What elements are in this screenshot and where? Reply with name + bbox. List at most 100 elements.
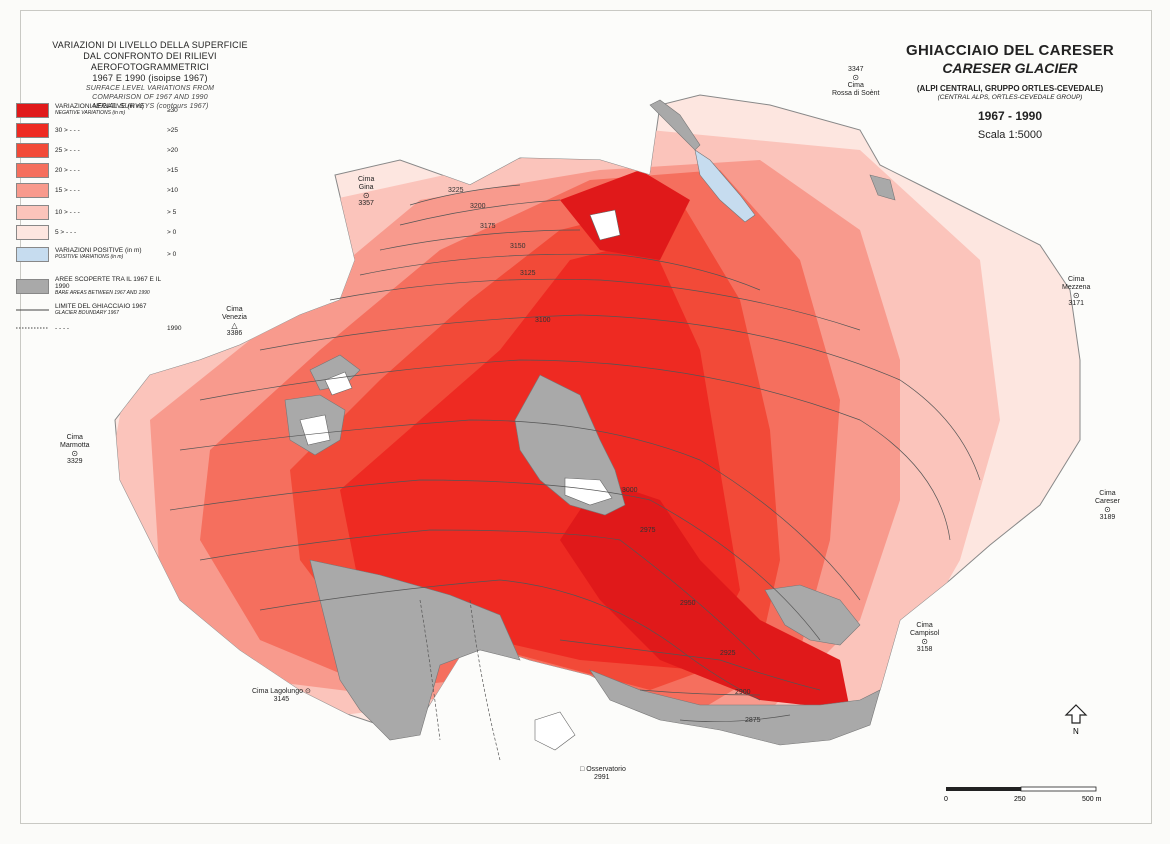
peak-cima-campisol-elevation: 3158 (916, 646, 933, 653)
legend-class-label: VARIAZIONI NEGATIVE (in m) NEGATIVE VARIA… (55, 103, 167, 117)
contour-3200 (399, 199, 561, 226)
triangulation-point-icon: △ (231, 321, 238, 330)
legend-class-value: > 5 (167, 208, 177, 216)
dotted-line-icon (16, 327, 49, 329)
legend-class-subtext: BARE AREAS BETWEEN 1967 AND 1990 (55, 289, 150, 296)
contour-lines (169, 184, 981, 761)
map-title-block: GHIACCIAIO DEL CARESER CARESER GLACIER (… (895, 42, 1125, 141)
legend-class-text: VARIAZIONI NEGATIVE (in m) (55, 103, 144, 110)
peak-cima-venezia-elevation: 3386 (226, 330, 243, 337)
legend-class-row: 25 > - - - >20 (16, 142, 197, 158)
legend-swatch (16, 224, 49, 240)
peak-cima-campisol-label: Cima (916, 622, 933, 629)
peak-cima-mezzena-elevation: 3171 (1068, 300, 1084, 307)
peak-cima-mezzena: Cima Mezzena ⊙ 3171 (1062, 276, 1090, 308)
peak-cima-careser: Cima Careser ⊙ 3189 (1095, 490, 1120, 522)
peak-cima-rossa-elevation: 3347 (847, 66, 864, 73)
peak-cima-rossa-name: Rossa di Soènt (832, 90, 880, 97)
legend-class-label: AREE SCOPERTE TRA IL 1967 E IL 1990 BARE … (55, 276, 167, 297)
observatory: □ Osservatorio 2991 (580, 766, 626, 782)
peak-cima-gina-elevation: 3357 (358, 200, 374, 207)
map-region: (ALPI CENTRALI, GRUPPO ORTLES-CEVEDALE) (916, 84, 1104, 93)
peak-cima-marmotta: Cima Marmotta ⊙ 3329 (60, 434, 90, 466)
legend-boundary-1990-label: - - - - (55, 324, 70, 332)
contour-b (179, 419, 861, 601)
peak-cima-careser-name: Careser (1095, 498, 1120, 505)
legend-class-row: 5 > - - - > 0 (16, 224, 197, 240)
bare-areas (284, 99, 896, 746)
scale-bar-segment-1 (946, 787, 1021, 791)
contour-label-2975: 2975 (640, 527, 656, 534)
outcrop-south (534, 711, 576, 751)
peak-cima-careser-elevation: 3189 (1099, 514, 1116, 521)
peak-cima-careser-label: Cima (1099, 490, 1116, 497)
peak-cima-lagolungo: Cima Lagolungo ⊙ 3145 (252, 688, 311, 704)
map-region-english: (CENTRAL ALPS, ORTLES-CEVEDALE GROUP) (937, 94, 1083, 101)
contour-label-3225: 3225 (448, 187, 464, 194)
contour-3225 (409, 184, 521, 206)
bare-area-southeast (764, 584, 861, 646)
contour-a (199, 359, 951, 541)
contour-3100 (259, 314, 981, 481)
north-label: N (1073, 727, 1079, 736)
legend-boundary-1967-sub: GLACIER BOUNDARY 1967 (55, 310, 119, 316)
legend: VARIAZIONI DI LIVELLO DELLA SUPERFICIE D… (30, 40, 270, 111)
map-period: 1967 - 1990 (977, 109, 1043, 123)
legend-swatch (16, 102, 49, 118)
summit-marker-icon: ⊙ (71, 449, 79, 458)
contour-2975 (199, 529, 761, 661)
legend-class-subtext: NEGATIVE VARIATIONS (in m) (55, 110, 126, 116)
legend-swatch (16, 142, 49, 158)
legend-class-value: >25 (167, 126, 179, 134)
contour-label-3100: 3100 (535, 317, 551, 324)
map-title: GHIACCIAIO DEL CARESER (905, 42, 1114, 59)
contour-3000 (169, 479, 821, 641)
peak-cima-gina-name: Gina (358, 184, 374, 191)
scale-bar: 0 250 500 m (944, 785, 1102, 809)
legend-class-text: 25 > - - - (55, 146, 80, 154)
peak-cima-lagolungo-label: Cima Lagolungo (252, 688, 303, 695)
summit-marker-icon: ⊙ (304, 688, 311, 695)
legend-class-text: VARIAZIONI POSITIVE (in m) (55, 247, 142, 254)
legend-swatch (16, 182, 49, 198)
contour-label-2950: 2950 (680, 600, 696, 607)
scale-tick-500: 500 m (1082, 796, 1102, 803)
legend-title-it-1: VARIAZIONI DI LIVELLO DELLA SUPERFICIE (52, 40, 248, 50)
legend-class-label: VARIAZIONI POSITIVE (in m) POSITIVE VARIA… (55, 247, 167, 261)
legend-class-text: 10 > - - - (55, 208, 80, 216)
legend-class-row: 30 > - - - >25 (16, 122, 197, 138)
contour-2900 (639, 689, 761, 696)
peak-cima-lagolungo-elevation: 3145 (273, 696, 290, 703)
legend-class-value: ≥30 (167, 106, 178, 114)
bare-area-east-rim (869, 174, 896, 201)
contour-label-3200: 3200 (470, 203, 486, 210)
scale-tick-250: 250 (1014, 796, 1026, 803)
solid-line-icon (16, 309, 49, 311)
peak-cima-marmotta-elevation: 3329 (66, 458, 83, 465)
north-arrow: N (1063, 703, 1089, 742)
legend-class-row: 10 > - - - > 5 (16, 204, 197, 220)
contour-vertical-2 (469, 599, 501, 761)
legend-swatch (16, 246, 49, 262)
outcrop-island (324, 371, 353, 396)
contour-label-2900: 2900 (735, 689, 751, 696)
peak-cima-gina: Cima Gina ⊙ 3357 (358, 176, 374, 208)
summit-marker-icon: ⊙ (1104, 505, 1111, 514)
peak-cima-lagolungo-row: Cima Lagolungo ⊙ (252, 688, 311, 696)
legend-swatch (16, 122, 49, 138)
contour-2950 (259, 579, 761, 701)
legend-class-row: AREE SCOPERTE TRA IL 1967 E IL 1990 BARE … (16, 276, 197, 297)
legend-title-it-2: DAL CONFRONTO DEI RILIEVI AEROFOTOGRAMME… (83, 51, 217, 72)
outcrop-west (299, 414, 331, 446)
contour-3125 (329, 278, 861, 331)
contour-label-3125: 3125 (520, 270, 536, 277)
legend-title-en-1: SURFACE LEVEL VARIATIONS FROM (85, 85, 215, 92)
scale-tick-0: 0 (944, 796, 948, 803)
legend-class-text: 15 > - - - (55, 186, 80, 194)
legend-class-label: 10 > - - - (55, 209, 167, 216)
legend-class-row: 15 > - - - >10 (16, 182, 197, 198)
scale-bar-graphic: 0 250 500 m (944, 786, 1102, 803)
summit-marker-icon: ⊙ (362, 191, 370, 200)
observatory-square-icon: □ (580, 766, 585, 773)
